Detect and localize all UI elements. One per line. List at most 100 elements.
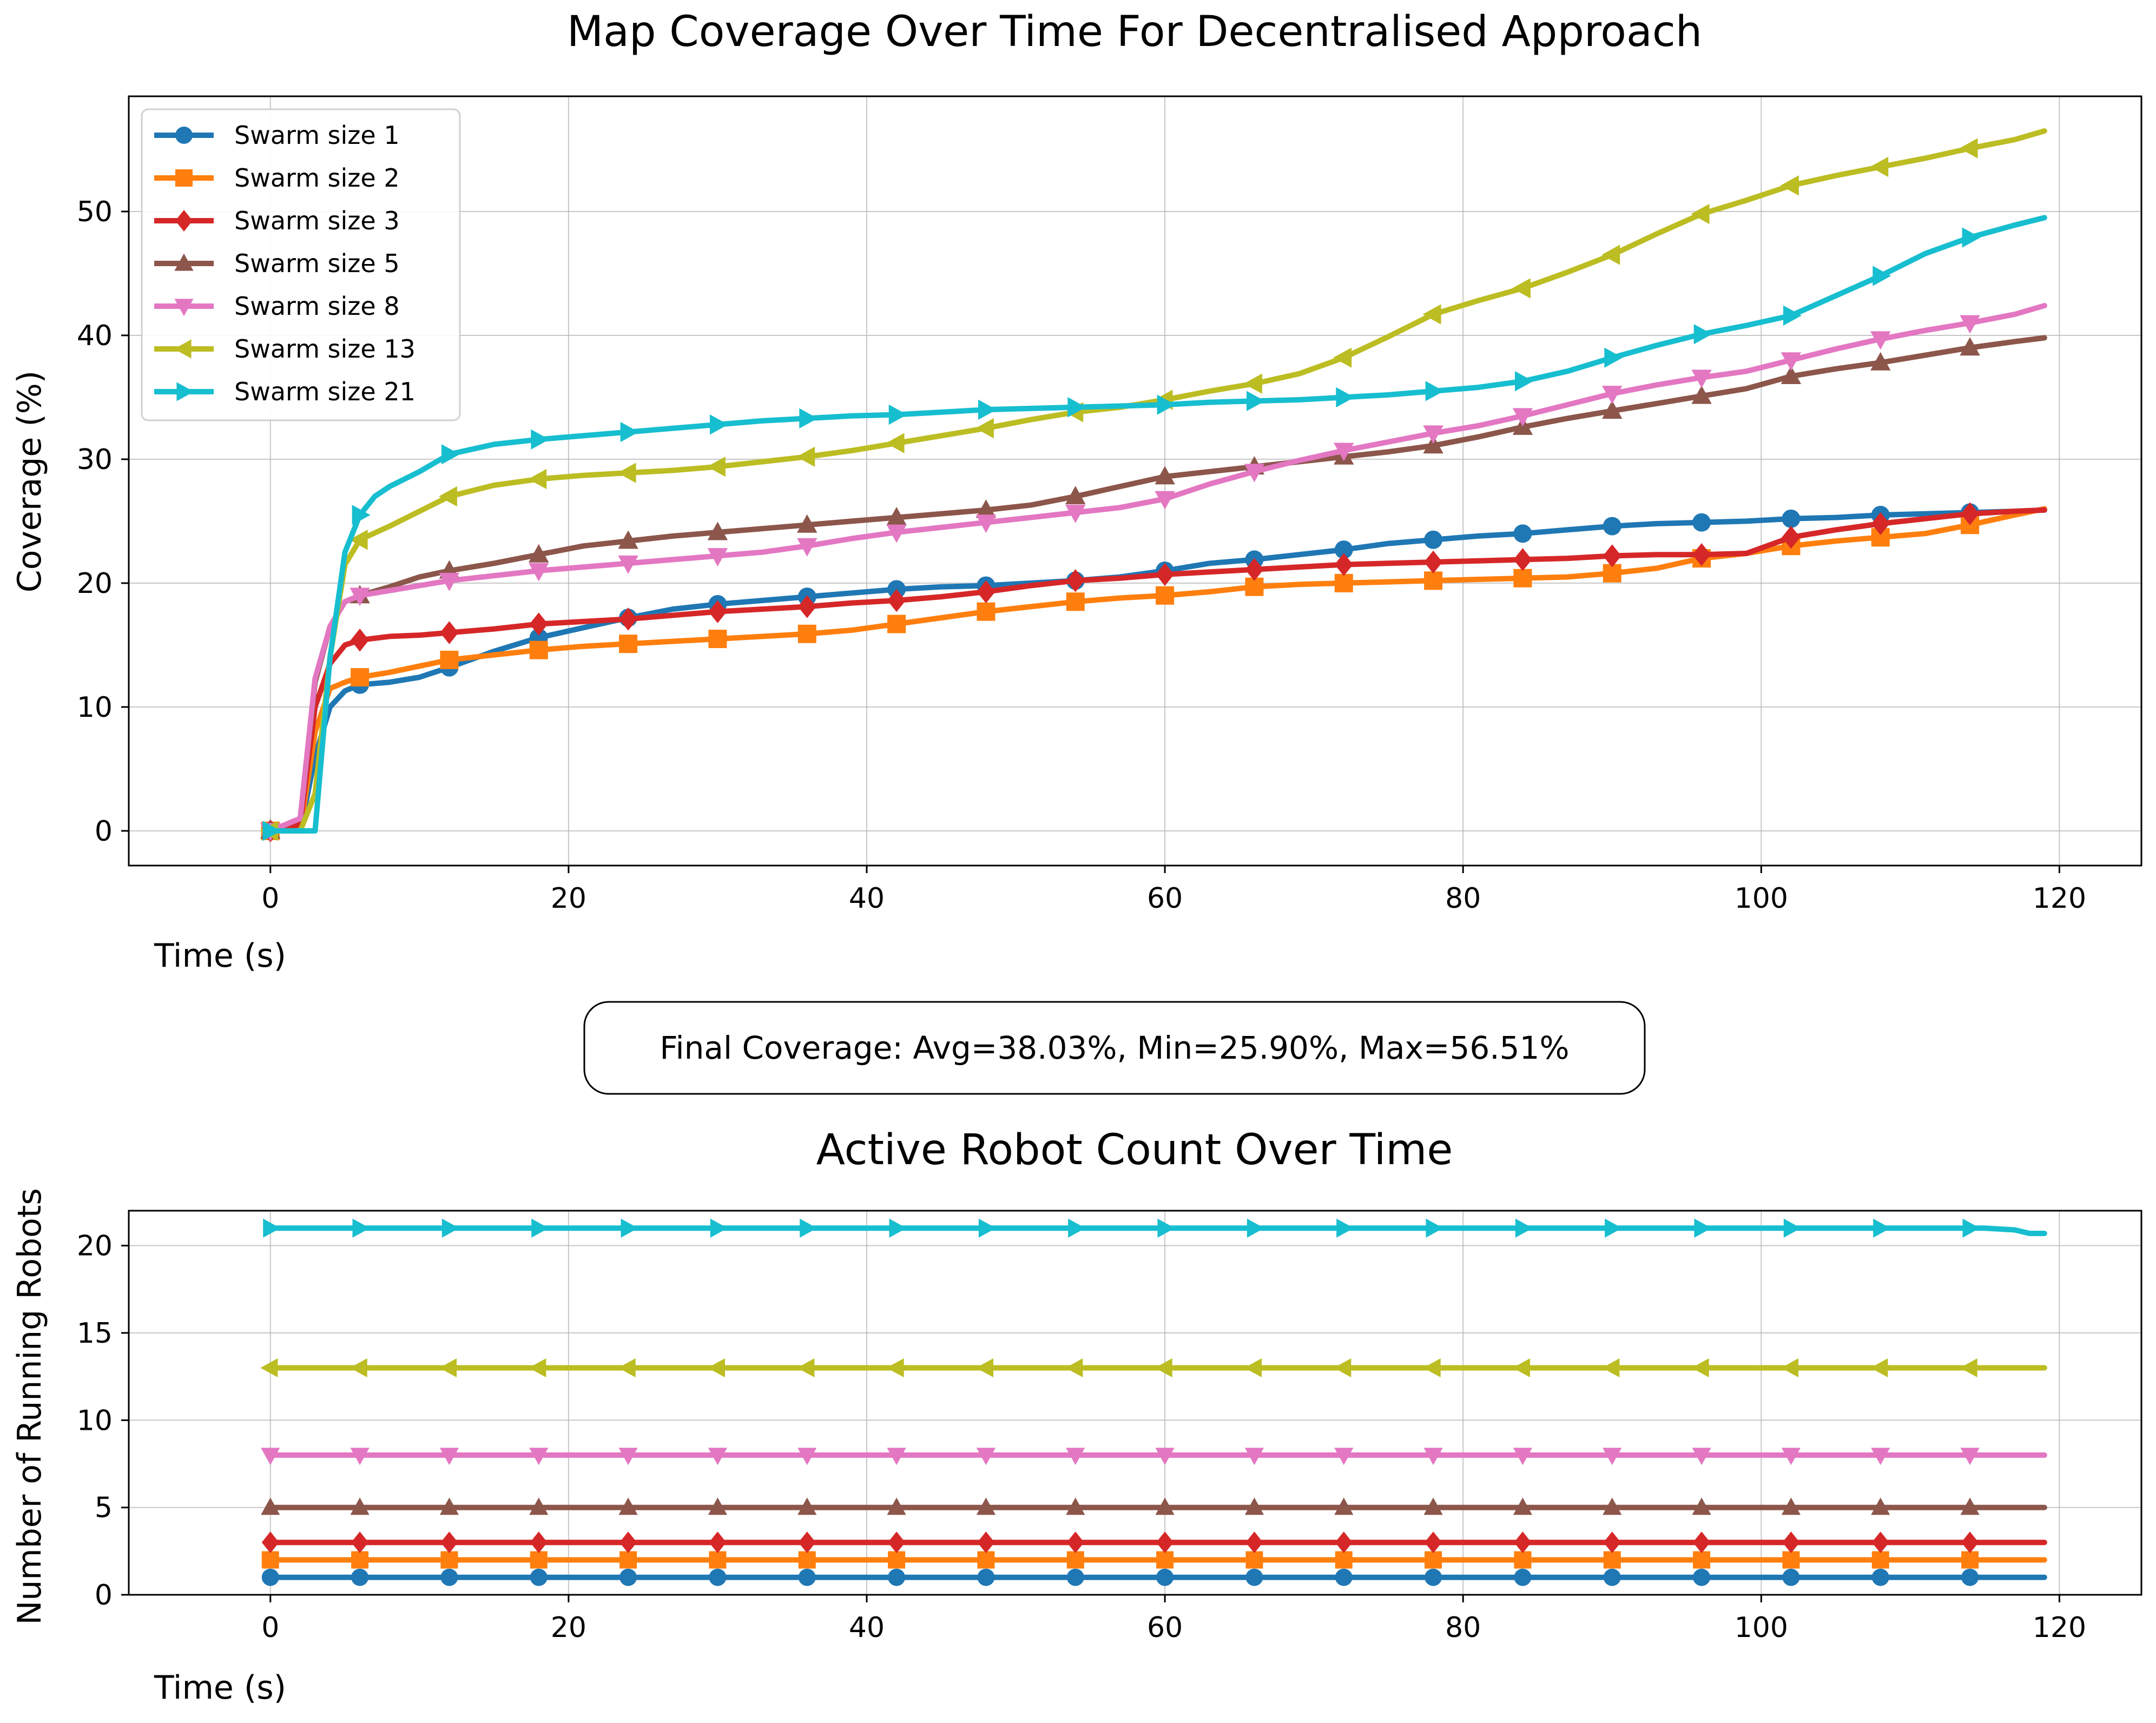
coverage-series-swarm-size-3 [261, 502, 2047, 843]
robot-point-swarm-size-2 [798, 1551, 816, 1569]
legend-label: Swarm size 21 [234, 377, 416, 406]
robot-x-tick-label: 100 [1735, 1612, 1788, 1644]
coverage-point-swarm-size-3 [1066, 569, 1085, 592]
robot-series-swarm-size-5 [261, 1497, 2047, 1515]
robot-point-swarm-size-8 [1603, 1448, 1622, 1465]
coverage-point-swarm-size-3 [887, 589, 906, 612]
coverage-point-swarm-size-3 [619, 608, 638, 631]
robot-point-swarm-size-8 [1334, 1448, 1354, 1465]
coverage-point-swarm-size-21 [709, 414, 728, 435]
robot-point-swarm-size-21 [621, 1218, 638, 1238]
coverage-point-swarm-size-13 [1333, 347, 1352, 368]
coverage-point-swarm-size-2 [351, 668, 370, 686]
robot-point-swarm-size-13 [260, 1358, 278, 1378]
robot-point-swarm-size-13 [1065, 1358, 1083, 1378]
robot-point-swarm-size-21 [710, 1218, 728, 1238]
robot-point-swarm-size-2 [888, 1551, 906, 1569]
robot-y-tick-label: 0 [95, 1579, 113, 1612]
coverage-point-swarm-size-3 [1156, 563, 1175, 586]
legend-item-swarm-size-8: Swarm size 8 [154, 292, 400, 321]
coverage-point-swarm-size-5 [529, 544, 549, 563]
robot-point-swarm-size-21 [441, 1218, 459, 1238]
robot-gridlines [129, 1211, 2141, 1595]
robot-point-swarm-size-2 [1693, 1551, 1711, 1569]
legend-label: Swarm size 13 [234, 334, 416, 364]
robot-point-swarm-size-8 [1066, 1448, 1085, 1465]
legend-swatch-marker [174, 253, 194, 271]
coverage-point-swarm-size-13 [1422, 304, 1441, 325]
robot-point-swarm-size-8 [1871, 1448, 1890, 1465]
robot-point-swarm-size-2 [1514, 1551, 1532, 1569]
coverage-point-swarm-size-3 [708, 600, 727, 623]
coverage-point-swarm-size-21 [1425, 381, 1444, 401]
robot-point-swarm-size-21 [1962, 1218, 1980, 1238]
coverage-point-swarm-size-21 [1336, 387, 1355, 408]
coverage-point-swarm-size-5 [1423, 435, 1443, 454]
coverage-series-swarm-size-8 [260, 303, 2047, 842]
robot-point-swarm-size-5 [1244, 1497, 1264, 1515]
coverage-point-swarm-size-1 [1424, 530, 1443, 549]
coverage-y-tick-label: 0 [95, 815, 113, 848]
robot-point-swarm-size-13 [797, 1358, 815, 1378]
coverage-point-swarm-size-1 [1334, 540, 1353, 559]
robot-point-swarm-size-13 [1691, 1358, 1709, 1378]
robot-point-swarm-size-1 [1245, 1568, 1263, 1586]
robot-point-swarm-size-8 [1960, 1448, 1980, 1465]
coverage-point-swarm-size-3 [1961, 502, 1980, 525]
robot-point-swarm-size-1 [1514, 1568, 1532, 1586]
legend-label: Swarm size 5 [234, 249, 400, 278]
coverage-point-swarm-size-21 [441, 444, 460, 465]
robot-point-swarm-size-2 [1245, 1551, 1263, 1569]
coverage-point-swarm-size-3 [1424, 550, 1443, 574]
robot-point-swarm-size-2 [440, 1551, 458, 1569]
coverage-point-swarm-size-3 [1245, 558, 1264, 581]
coverage-point-swarm-size-2 [1603, 564, 1621, 583]
robot-point-swarm-size-13 [1602, 1358, 1620, 1378]
robot-point-swarm-size-5 [1781, 1497, 1801, 1515]
coverage-point-swarm-size-21 [352, 505, 371, 525]
robot-point-swarm-size-5 [1423, 1497, 1443, 1515]
coverage-x-tick-label: 100 [1735, 882, 1788, 915]
robot-point-swarm-size-21 [1426, 1218, 1443, 1238]
coverage-point-swarm-size-2 [797, 624, 816, 643]
robot-point-swarm-size-2 [1156, 1551, 1174, 1569]
robot-point-swarm-size-2 [261, 1551, 279, 1569]
coverage-y-tick-label: 40 [77, 320, 113, 352]
robot-x-tick-label: 80 [1445, 1612, 1481, 1644]
coverage-y-tick-label: 10 [77, 691, 113, 724]
coverage-point-swarm-size-21 [531, 429, 550, 450]
robot-point-swarm-size-21 [1157, 1218, 1175, 1238]
robot-point-swarm-size-5 [976, 1497, 996, 1515]
robot-point-swarm-size-3 [888, 1531, 906, 1554]
annotation-box [583, 1001, 1646, 1095]
coverage-point-swarm-size-5 [1155, 466, 1175, 485]
coverage-series-swarm-size-13 [260, 128, 2047, 841]
robot-point-swarm-size-5 [1155, 1497, 1175, 1515]
robot-point-swarm-size-1 [1603, 1568, 1621, 1586]
robot-point-swarm-size-1 [1335, 1568, 1353, 1586]
coverage-point-swarm-size-2 [977, 602, 995, 621]
robot-point-swarm-size-5 [1692, 1497, 1711, 1515]
coverage-point-swarm-size-8 [707, 548, 728, 567]
coverage-point-swarm-size-3 [1692, 543, 1711, 566]
coverage-point-swarm-size-3 [1782, 525, 1801, 549]
robot-chart-title: Active Robot Count Over Time [816, 1126, 1453, 1174]
robot-x-axis-label: Time (s) [154, 1669, 286, 1707]
coverage-point-swarm-size-8 [797, 538, 817, 557]
annotation-text: Final Coverage: Avg=38.03%, Min=25.90%, … [660, 1029, 1569, 1066]
legend-label: Swarm size 1 [234, 121, 400, 150]
coverage-x-tick-label: 20 [551, 882, 586, 915]
legend-item-swarm-size-2: Swarm size 2 [154, 163, 400, 193]
coverage-point-swarm-size-21 [1693, 324, 1712, 345]
coverage-point-swarm-size-8 [1781, 352, 1802, 371]
robot-point-swarm-size-2 [977, 1551, 995, 1569]
robot-point-swarm-size-21 [1247, 1218, 1264, 1238]
coverage-x-axis-label: Time (s) [154, 937, 286, 975]
legend-swatch-marker [174, 299, 194, 316]
robot-point-swarm-size-13 [708, 1358, 726, 1378]
robot-point-swarm-size-3 [1871, 1531, 1889, 1554]
coverage-point-swarm-size-13 [886, 433, 905, 453]
coverage-point-swarm-size-1 [1603, 517, 1621, 536]
coverage-series-swarm-size-5 [260, 335, 2047, 839]
coverage-point-swarm-size-21 [1514, 371, 1533, 392]
